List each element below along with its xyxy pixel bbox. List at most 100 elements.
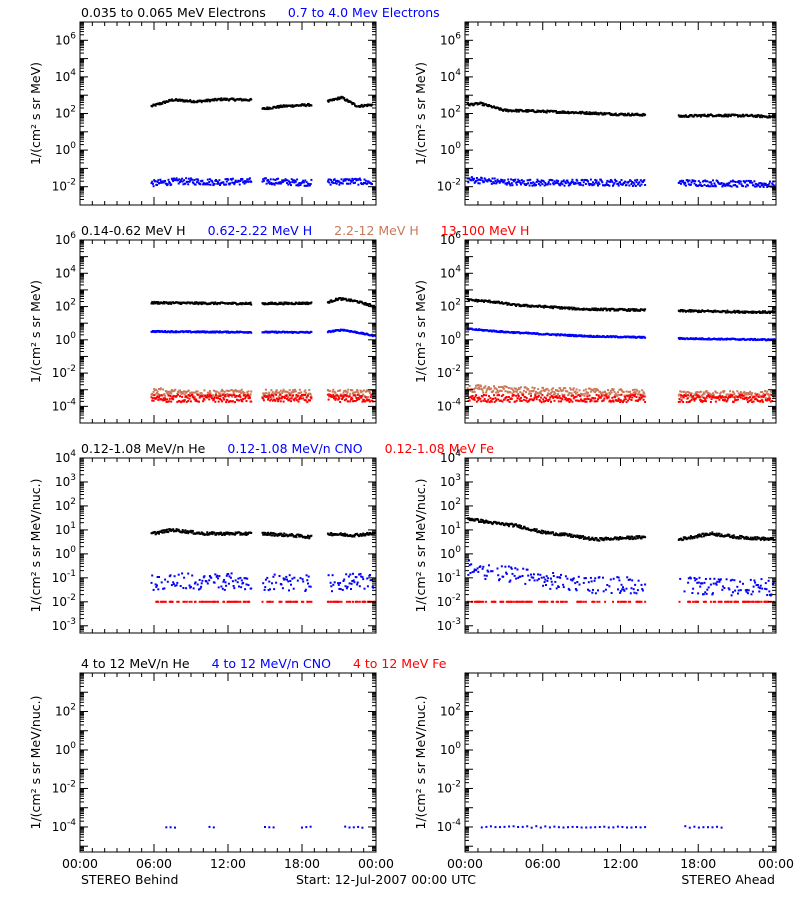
data-point [284,105,287,108]
data-point [357,397,360,399]
data-point [547,181,550,184]
data-point [624,398,627,401]
data-point [201,302,204,305]
data-point [485,394,488,397]
data-point [504,390,507,393]
data-point [156,301,158,304]
data-point [710,183,713,186]
data-point [152,185,155,188]
data-point [535,183,537,186]
data-point [500,389,503,392]
data-point [765,184,768,187]
data-point [712,185,715,188]
data-point [479,397,482,400]
data-point [705,396,708,399]
data-point [512,394,515,397]
data-point [199,183,202,186]
data-point [740,183,743,186]
data-point [261,395,264,398]
data-point [611,180,614,183]
series-0-14-0-62-mev-h [150,297,376,309]
data-point [326,99,329,102]
data-point [263,303,266,306]
data-point [736,395,739,398]
data-point [771,183,774,186]
data-point [754,182,757,185]
data-point [281,392,284,395]
data-point [711,185,714,188]
data-point [236,389,239,392]
data-point [486,180,489,183]
data-point [718,398,721,401]
data-point [635,308,638,311]
data-point [525,399,527,402]
data-point [288,399,290,402]
data-point [698,391,701,394]
data-point [591,113,594,116]
data-point [372,394,375,397]
data-point [569,399,572,402]
data-point [506,181,509,184]
data-point [643,309,646,312]
data-point [724,398,727,401]
data-point [332,393,335,396]
data-point [522,394,525,397]
data-point [476,387,479,390]
data-point [502,180,505,183]
data-point [620,393,623,396]
data-point [496,178,499,181]
data-point [773,184,776,187]
data-point [475,299,478,302]
data-point [274,399,277,402]
data-point [335,397,337,400]
data-point [510,178,513,181]
data-point [632,309,635,312]
data-point [556,390,559,392]
data-point [170,177,173,180]
data-point [747,397,750,400]
data-point [707,113,709,116]
data-point [590,111,593,114]
data-point [224,393,227,396]
data-point [481,395,484,398]
data-point [150,396,153,399]
data-point [359,395,362,398]
data-point [225,180,228,183]
data-point [617,397,620,400]
data-point [742,185,744,188]
data-point [617,182,619,185]
data-point [527,399,530,402]
data-point [680,114,682,117]
data-point [470,395,473,398]
data-point [361,400,364,403]
data-point [614,396,617,399]
data-point [536,178,539,181]
data-point [368,399,371,402]
data-point [279,181,282,184]
data-point [281,179,284,182]
data-point [355,390,358,393]
data-point [293,181,296,184]
data-point [758,114,761,117]
data-point [507,387,510,389]
data-point [539,390,542,393]
data-point [185,390,188,393]
data-point [483,398,486,400]
data-point [622,399,625,402]
data-point [543,184,546,187]
data-point [741,115,744,118]
data-point [363,303,366,306]
data-point [506,108,509,111]
data-point [290,400,292,403]
data-point [337,180,340,183]
data-point [680,399,683,402]
data-point [579,182,582,184]
data-point [761,391,764,393]
data-point [472,398,475,401]
data-point [471,391,474,393]
data-point [176,98,179,101]
data-point [598,183,601,186]
data-point [196,393,199,396]
data-point [328,390,331,392]
legend-entry: 13-100 MeV H [441,223,530,238]
